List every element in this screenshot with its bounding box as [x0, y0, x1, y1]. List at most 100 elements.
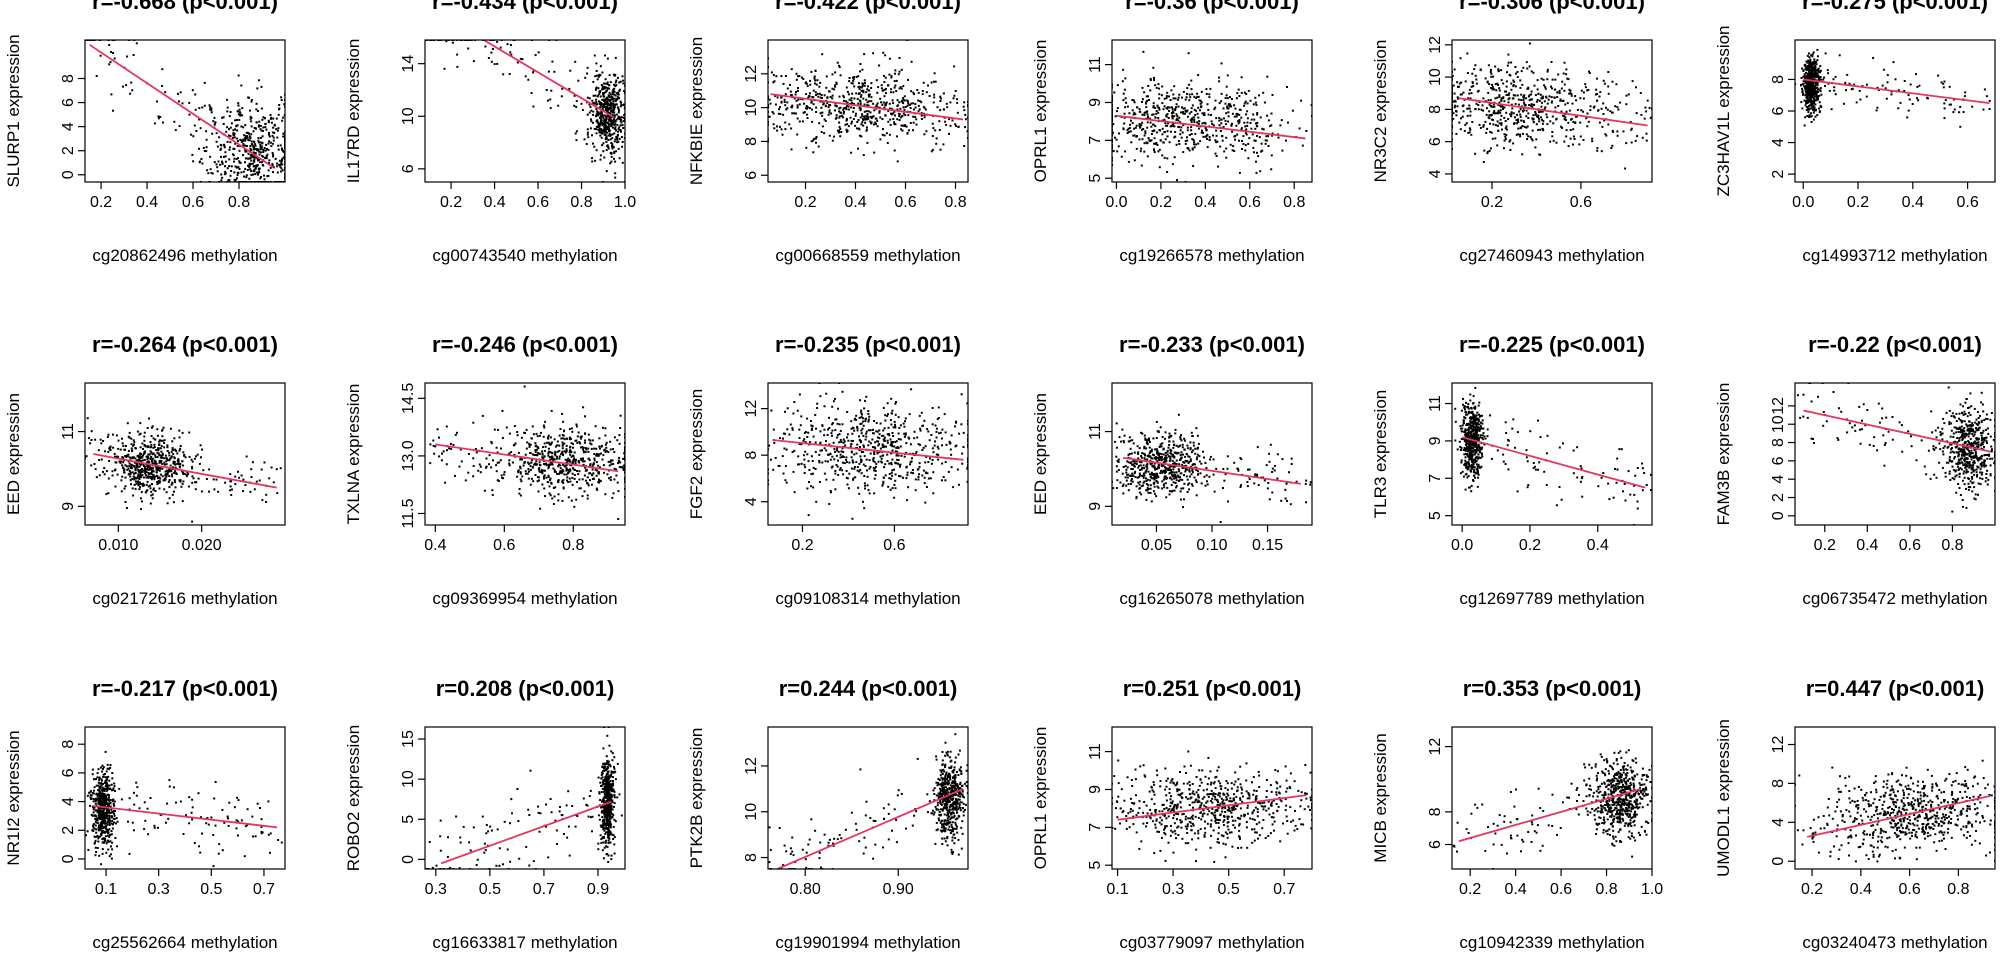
y-axis-label: NFKBIE expression [687, 37, 706, 185]
data-point [1208, 138, 1211, 141]
data-point [1466, 52, 1469, 55]
data-point [1609, 110, 1612, 113]
data-point [1145, 102, 1147, 105]
data-point [177, 459, 180, 462]
data-point [1188, 149, 1191, 152]
data-point [1490, 131, 1493, 134]
data-point [587, 457, 590, 460]
data-point [1600, 107, 1603, 110]
data-point [1243, 104, 1246, 107]
data-point [776, 129, 779, 132]
x-tick-label: 0.8 [228, 194, 250, 211]
data-point [568, 459, 571, 461]
data-point [1197, 122, 1200, 125]
data-point [562, 478, 565, 481]
data-point [272, 166, 275, 169]
data-point [1807, 59, 1810, 62]
data-point [1810, 54, 1813, 57]
data-point [1865, 83, 1868, 86]
data-point [550, 89, 553, 92]
data-point [151, 493, 154, 496]
data-point [1805, 95, 1808, 98]
data-point [238, 149, 241, 152]
data-point [107, 433, 110, 436]
data-point [498, 461, 501, 464]
data-point [203, 150, 206, 152]
data-point [949, 101, 952, 104]
data-point [616, 76, 619, 79]
data-point [1490, 75, 1493, 78]
data-point [154, 438, 157, 441]
data-point [1174, 107, 1177, 110]
data-point [1453, 68, 1456, 71]
data-point [1605, 106, 1607, 109]
data-point [1505, 128, 1508, 131]
data-point [912, 121, 915, 124]
data-point [610, 119, 613, 122]
data-point [912, 129, 914, 132]
data-point [778, 108, 780, 111]
data-point [1516, 76, 1519, 79]
data-point [838, 131, 841, 134]
data-point [963, 145, 966, 147]
data-point [531, 459, 534, 462]
data-point [1513, 80, 1516, 83]
data-point [160, 461, 163, 464]
data-point [152, 437, 155, 440]
data-point [1523, 121, 1526, 123]
data-point [1116, 110, 1118, 113]
data-point [143, 439, 146, 442]
data-point [822, 103, 825, 106]
data-point [1169, 130, 1172, 133]
data-point [589, 472, 592, 475]
data-point [865, 98, 868, 101]
data-point [1183, 112, 1186, 115]
data-point [1543, 84, 1546, 87]
data-point [1148, 99, 1150, 101]
data-point [1535, 123, 1538, 126]
data-point [1201, 112, 1204, 115]
data-point [602, 130, 605, 133]
data-point [794, 93, 797, 96]
data-point [190, 458, 193, 461]
data-point [1806, 76, 1809, 79]
data-point [1132, 113, 1135, 116]
data-point [871, 115, 874, 118]
data-point [1235, 113, 1238, 116]
data-point [617, 107, 620, 110]
data-point [191, 481, 194, 484]
data-point [538, 461, 541, 464]
data-point [618, 90, 621, 92]
data-point [813, 137, 816, 140]
data-point [451, 41, 454, 44]
data-point [1807, 116, 1810, 118]
data-point [1271, 132, 1274, 135]
data-point [156, 474, 159, 477]
data-point [237, 157, 239, 160]
data-point [253, 160, 256, 162]
data-point [546, 441, 549, 444]
data-point [164, 478, 167, 481]
data-point [108, 44, 111, 46]
data-point [874, 121, 877, 124]
data-point [244, 157, 247, 160]
data-point [608, 119, 611, 122]
data-point [163, 439, 166, 442]
data-point [267, 169, 270, 172]
data-point [1645, 132, 1648, 135]
data-point [1186, 139, 1189, 142]
data-point [1801, 83, 1804, 86]
x-tick-label: 0.0 [1792, 194, 1814, 211]
data-point [1943, 102, 1946, 105]
data-point [1815, 61, 1818, 63]
data-point [250, 140, 253, 143]
data-point [137, 482, 140, 484]
data-point [251, 144, 254, 147]
data-point [618, 88, 621, 91]
data-point [1522, 95, 1525, 98]
data-point [1834, 75, 1837, 78]
data-point [1187, 52, 1190, 55]
data-point [1236, 133, 1239, 136]
data-point [1254, 101, 1257, 104]
data-point [124, 449, 126, 451]
